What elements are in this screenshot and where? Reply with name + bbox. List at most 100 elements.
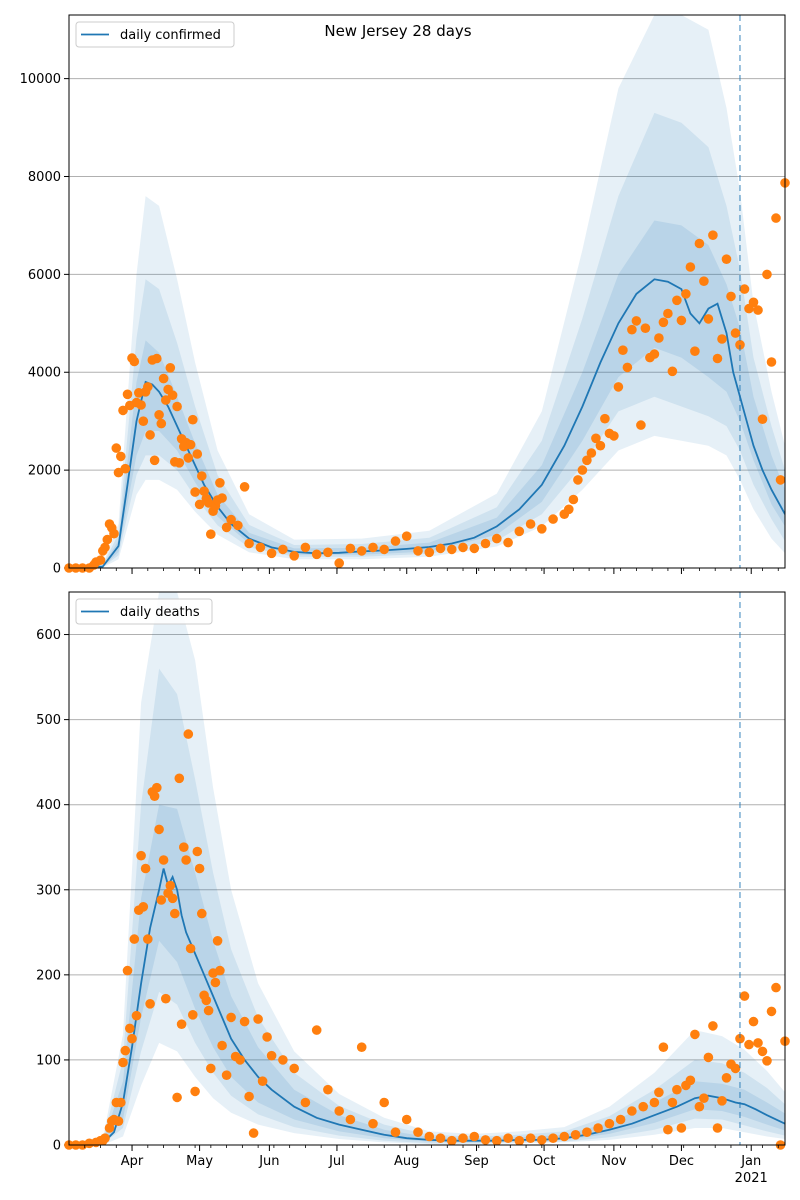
data-point	[156, 895, 167, 905]
data-point	[145, 999, 155, 1009]
data-point	[368, 542, 378, 553]
data-point	[703, 314, 714, 324]
data-point	[300, 1097, 311, 1108]
data-point	[118, 1057, 128, 1068]
data-point	[183, 453, 194, 463]
data-point	[600, 413, 610, 424]
data-point	[118, 405, 128, 416]
data-point	[203, 1005, 214, 1016]
data-point	[658, 317, 669, 328]
data-point	[334, 1106, 345, 1116]
data-point	[401, 531, 412, 541]
data-point	[766, 357, 777, 367]
data-point	[172, 1092, 182, 1103]
data-point	[413, 1127, 423, 1137]
xtick-label: Dec	[669, 1154, 694, 1169]
median-line	[69, 868, 785, 1145]
data-point	[640, 323, 651, 334]
data-point	[775, 475, 786, 485]
data-point	[667, 1097, 678, 1108]
data-point	[658, 1042, 669, 1052]
data-point	[248, 1128, 259, 1138]
data-point	[197, 471, 207, 481]
data-point	[435, 543, 446, 554]
data-point	[192, 449, 203, 459]
data-point	[100, 1133, 110, 1143]
data-point	[627, 1106, 637, 1116]
data-point	[708, 230, 718, 240]
data-point	[156, 418, 167, 429]
data-point	[194, 499, 205, 510]
xtick-label: Aug	[394, 1154, 419, 1169]
data-point	[221, 1070, 232, 1080]
data-point	[217, 1040, 227, 1051]
ytick-label: 4000	[28, 366, 61, 381]
data-point	[739, 284, 750, 294]
data-point	[201, 995, 212, 1006]
data-point	[694, 238, 705, 249]
data-point	[717, 1096, 727, 1106]
data-point	[194, 863, 205, 874]
data-point	[161, 993, 171, 1004]
data-point	[206, 1063, 216, 1074]
data-point	[649, 1097, 660, 1108]
ytick-label: 200	[36, 968, 61, 983]
data-point	[699, 276, 709, 287]
data-point	[138, 902, 149, 912]
xtick-year-label: 2021	[735, 1171, 768, 1186]
data-point	[266, 1050, 277, 1061]
xtick-label: Jul	[328, 1154, 345, 1169]
data-point	[525, 1133, 536, 1143]
data-point	[663, 1124, 673, 1135]
data-point	[181, 855, 191, 865]
data-point	[712, 1123, 723, 1133]
data-point	[744, 1039, 754, 1050]
data-point	[685, 1075, 696, 1086]
data-point	[356, 546, 367, 556]
data-point	[690, 1029, 700, 1040]
data-point	[210, 977, 221, 988]
data-point	[582, 1127, 592, 1137]
data-point	[654, 333, 664, 343]
legend-label: daily deaths	[120, 605, 200, 620]
data-point	[492, 1135, 502, 1146]
data-point	[681, 289, 691, 299]
data-point	[161, 395, 171, 405]
xtick-label: Apr	[121, 1154, 144, 1169]
data-point	[143, 382, 153, 392]
ytick-label: 10000	[20, 72, 61, 87]
data-point	[672, 295, 682, 306]
bands-mid	[69, 668, 785, 1145]
data-point	[458, 1133, 468, 1143]
data-point	[654, 1087, 664, 1098]
data-point	[676, 315, 687, 326]
data-point	[424, 547, 435, 558]
data-point	[334, 558, 345, 568]
data-point	[235, 1055, 245, 1065]
data-point	[188, 1010, 198, 1020]
xtick-label: Jun	[258, 1154, 279, 1169]
data-point	[503, 537, 513, 548]
data-point	[215, 478, 225, 488]
data-point	[323, 1084, 333, 1095]
data-point	[757, 1046, 768, 1057]
data-point	[183, 729, 194, 739]
plot-area	[69, 15, 785, 568]
data-point	[595, 440, 606, 451]
data-point	[748, 297, 759, 308]
data-point	[167, 390, 178, 401]
data-point	[345, 1114, 356, 1125]
data-point	[568, 494, 579, 505]
data-point	[480, 538, 491, 549]
xtick-label: Sep	[464, 1154, 489, 1169]
legend-box	[75, 21, 235, 48]
data-point	[311, 549, 322, 560]
xtick-label: May	[186, 1154, 213, 1169]
data-point	[206, 529, 216, 539]
data-point	[192, 846, 203, 857]
data-point	[726, 291, 736, 302]
data-point	[564, 504, 574, 515]
data-point	[300, 542, 311, 553]
data-point	[120, 1045, 131, 1056]
data-point	[368, 1118, 378, 1129]
